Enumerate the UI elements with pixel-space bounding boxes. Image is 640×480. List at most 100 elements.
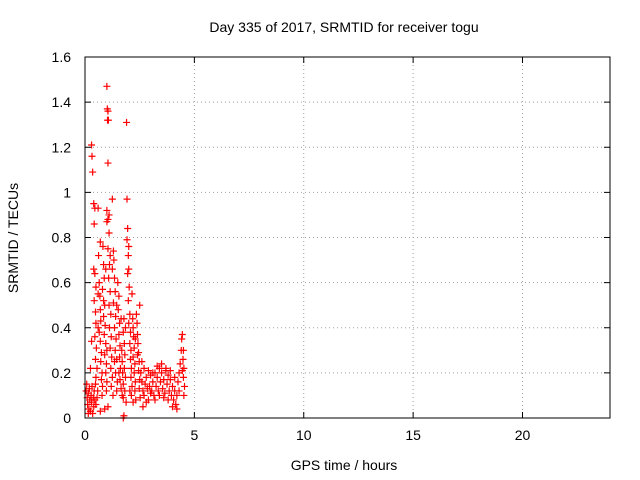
data-point — [163, 380, 171, 388]
data-point — [115, 331, 123, 339]
data-point — [130, 369, 138, 377]
data-point — [100, 297, 108, 305]
data-point — [159, 385, 167, 393]
data-point — [127, 328, 134, 336]
data-point — [149, 369, 157, 377]
data-point — [88, 337, 96, 345]
data-point — [119, 328, 127, 336]
data-point — [136, 301, 144, 309]
data-point — [103, 82, 111, 90]
data-point — [89, 168, 97, 176]
chart-title: Day 335 of 2017, SRMTID for receiver tog… — [209, 19, 478, 35]
data-point — [129, 315, 137, 323]
data-point — [169, 382, 176, 390]
data-point — [116, 319, 124, 327]
data-point — [141, 380, 149, 388]
data-point — [162, 364, 170, 372]
data-point — [158, 369, 166, 377]
data-point — [160, 394, 168, 402]
y-tick-label: 0 — [63, 410, 71, 426]
data-point — [102, 265, 110, 273]
data-point — [130, 344, 138, 352]
data-point — [91, 270, 99, 278]
plot-frame — [84, 56, 611, 419]
data-point — [112, 312, 120, 320]
data-point — [95, 328, 103, 336]
data-point — [100, 312, 108, 320]
data-point — [102, 369, 110, 377]
data-point — [111, 274, 119, 282]
data-point — [83, 380, 91, 388]
data-point — [129, 324, 137, 332]
data-point — [88, 152, 96, 160]
data-point — [179, 355, 187, 363]
data-point — [93, 364, 101, 372]
data-point — [139, 387, 147, 395]
data-point — [96, 337, 104, 345]
data-point — [169, 403, 176, 411]
data-point — [173, 391, 181, 399]
data-point — [124, 297, 132, 305]
data-point — [123, 195, 131, 203]
data-point — [112, 335, 120, 343]
data-point — [125, 319, 133, 327]
data-point — [90, 200, 98, 208]
data-point — [108, 195, 116, 203]
data-point — [146, 382, 154, 390]
data-point — [116, 353, 124, 361]
data-point — [92, 344, 100, 352]
data-point — [174, 378, 182, 386]
data-point — [99, 285, 106, 293]
data-point — [125, 265, 133, 273]
data-point — [99, 382, 106, 390]
y-tick-label: 1.2 — [52, 139, 72, 155]
data-point — [84, 409, 92, 417]
data-point — [127, 373, 135, 381]
data-point — [117, 385, 125, 393]
data-point — [103, 206, 111, 214]
data-point — [158, 360, 166, 368]
data-point — [97, 358, 105, 366]
data-point — [104, 116, 112, 124]
data-point — [173, 405, 181, 413]
data-point — [109, 391, 117, 399]
y-tick-label: 1 — [63, 184, 71, 200]
data-point — [134, 331, 141, 339]
data-point — [105, 229, 113, 237]
data-point — [131, 378, 139, 386]
y-tick-label: 0.6 — [52, 275, 72, 291]
x-tick-label: 0 — [81, 427, 89, 443]
data-point — [152, 382, 160, 390]
data-point — [134, 340, 142, 348]
data-point — [155, 391, 163, 399]
y-tick-label: 0.2 — [52, 365, 72, 381]
data-point — [129, 353, 137, 361]
data-point — [96, 407, 104, 415]
data-point — [102, 387, 110, 395]
data-point — [135, 385, 143, 393]
data-point — [103, 378, 111, 386]
data-point — [92, 308, 99, 316]
data-point — [118, 346, 126, 354]
data-point — [104, 159, 112, 167]
data-point — [128, 382, 136, 390]
data-point — [97, 376, 105, 384]
data-point — [138, 358, 146, 366]
data-point — [101, 351, 109, 359]
data-point — [166, 376, 174, 384]
data-point — [136, 394, 144, 402]
data-point — [175, 387, 183, 395]
data-point — [107, 364, 115, 372]
data-point — [92, 283, 100, 291]
data-point — [111, 288, 119, 296]
data-point — [115, 369, 123, 377]
data-point — [92, 319, 100, 327]
data-point — [90, 297, 98, 305]
data-point — [176, 360, 184, 368]
data-point — [100, 261, 108, 269]
data-point — [108, 373, 116, 381]
data-point — [164, 371, 172, 379]
data-point — [126, 387, 134, 395]
data-point — [142, 398, 150, 406]
